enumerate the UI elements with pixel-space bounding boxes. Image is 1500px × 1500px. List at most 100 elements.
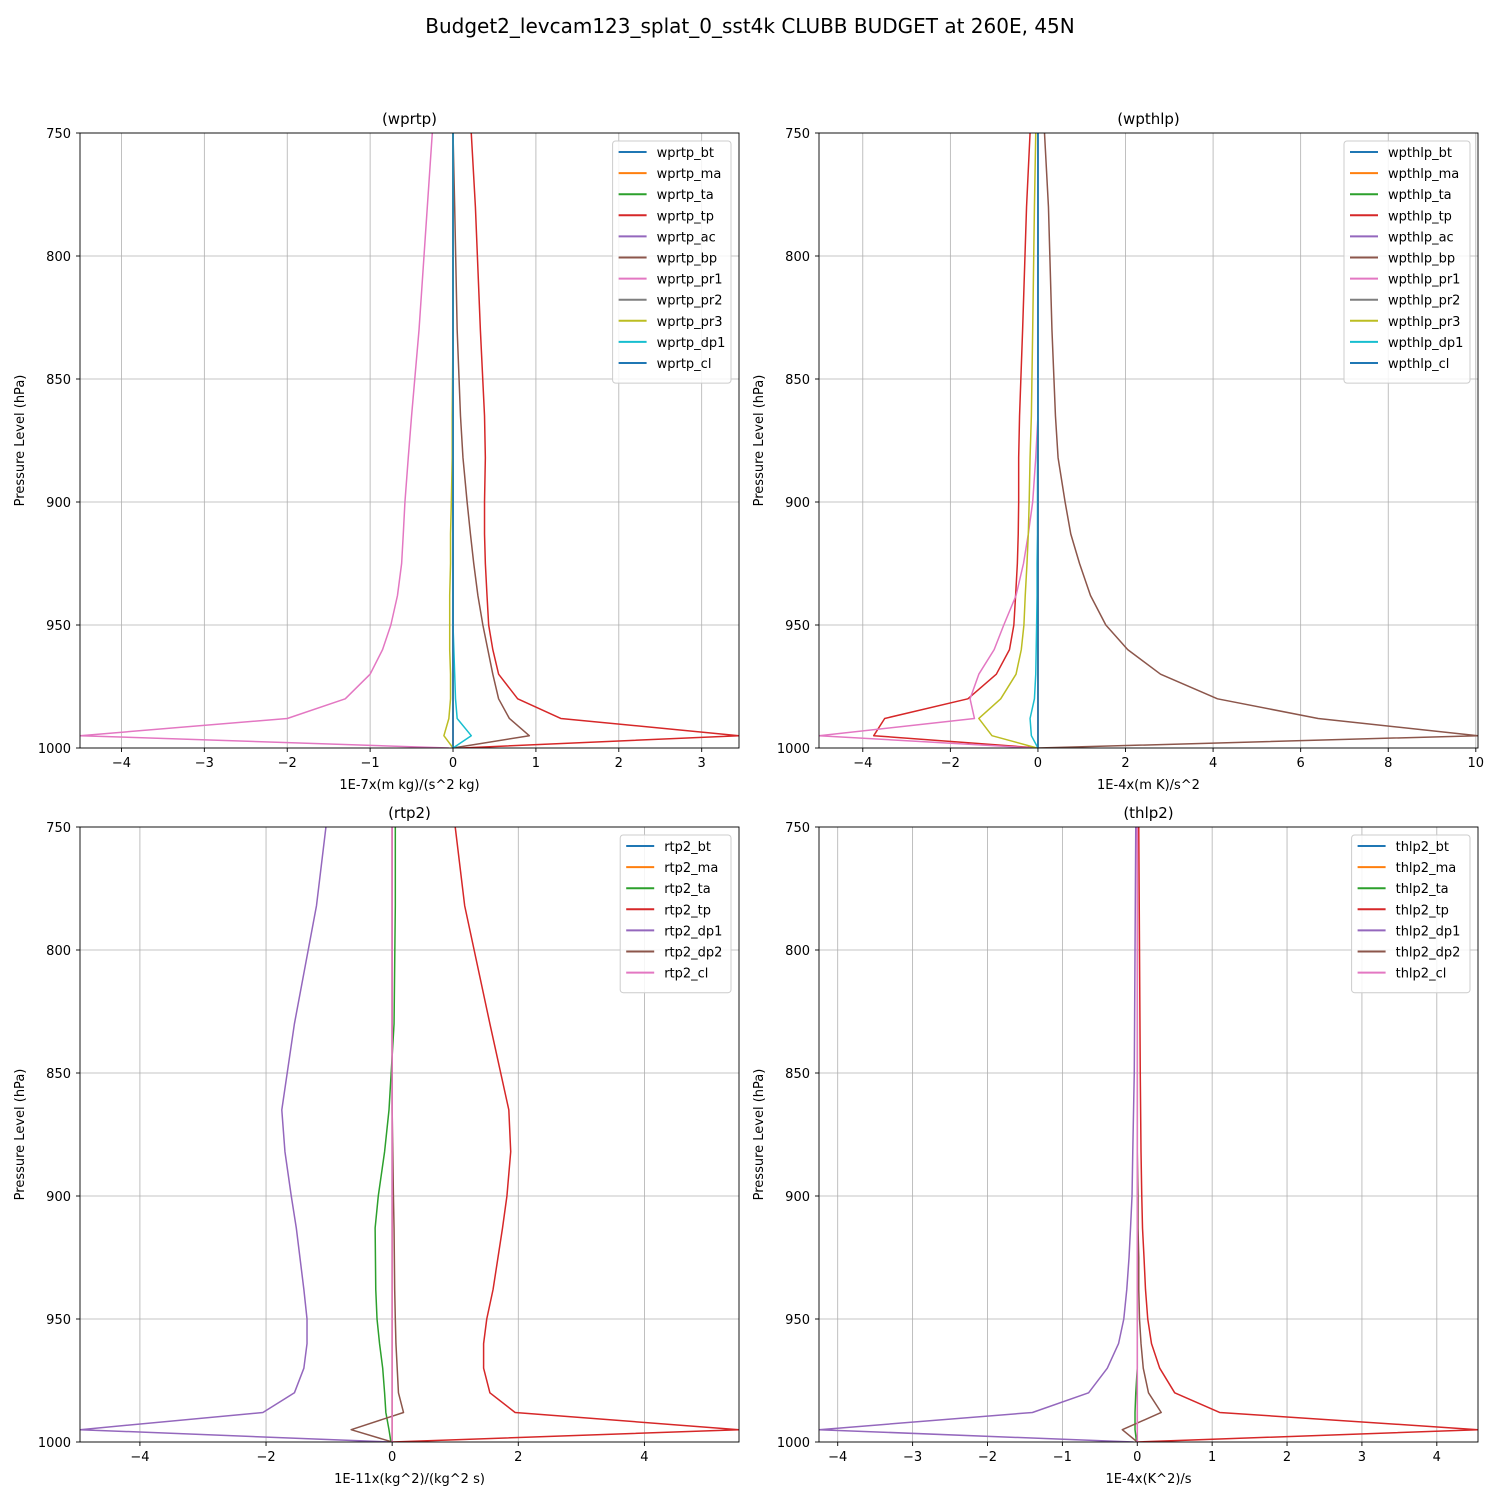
- x-tick-label: −1: [361, 756, 380, 771]
- x-tick-label: 3: [1358, 1450, 1366, 1465]
- x-tick-label: 1: [532, 756, 540, 771]
- y-tick-label: 800: [785, 250, 810, 265]
- x-tick-label: 4: [1433, 1450, 1441, 1465]
- x-tick-label: 8: [1384, 756, 1392, 771]
- subplot-title: (rtp2): [388, 804, 431, 822]
- series-line-wpthlp_pr1: [819, 133, 1039, 748]
- series-line-rtp2_dp1: [80, 827, 391, 1442]
- y-tick-label: 800: [785, 944, 810, 959]
- subplot-title: (wprtp): [382, 110, 437, 128]
- legend-entry-thlp2_dp2: thlp2_dp2: [1396, 946, 1461, 961]
- legend-entry-wprtp_tp: wprtp_tp: [657, 209, 714, 224]
- y-tick-label: 1000: [777, 742, 810, 757]
- legend-box: [619, 834, 732, 994]
- x-tick-label: 6: [1297, 756, 1305, 771]
- legend-entry-wprtp_pr2: wprtp_pr2: [657, 294, 723, 309]
- y-tick-label: 950: [785, 1313, 810, 1328]
- y-axis-label: Pressure Level (hPa): [13, 375, 28, 507]
- subplot-title: (wpthlp): [1117, 110, 1180, 128]
- x-tick-label: 4: [1209, 756, 1217, 771]
- y-tick-label: 850: [46, 373, 71, 388]
- y-tick-label: 750: [46, 821, 71, 836]
- x-tick-label: 4: [640, 1450, 648, 1465]
- x-tick-label: −4: [828, 1450, 847, 1465]
- x-tick-label: 2: [514, 1450, 522, 1465]
- subplot-3: −4 −3 −2 −1 0 1 2 3 4 750 800 850 900 950 1000 (thlp2) 1…: [752, 804, 1479, 1487]
- legend: rtp2_bt rtp2_ma rtp2_ta rtp2_tp rtp2_dp1 rtp2…: [619, 834, 732, 994]
- y-tick-label: 850: [785, 373, 810, 388]
- legend-entry-thlp2_ma: thlp2_ma: [1396, 861, 1457, 876]
- subplot-1: −4 −2 0 2 4 6 8 10 750 800 850 900 950 1000 (wpthlp) 1E…: [752, 110, 1484, 793]
- x-tick-label: 1: [1208, 1450, 1216, 1465]
- legend-entry-thlp2_ta: thlp2_ta: [1396, 882, 1449, 897]
- legend-box: [1351, 834, 1471, 994]
- subplot-title: (thlp2): [1123, 804, 1173, 822]
- legend-entry-wprtp_cl: wprtp_cl: [657, 357, 712, 372]
- legend-entry-wpthlp_bt: wpthlp_bt: [1388, 146, 1452, 161]
- legend-entry-rtp2_dp2: rtp2_dp2: [664, 946, 722, 961]
- series-line-wprtp_tp: [461, 133, 739, 748]
- y-axis-label: Pressure Level (hPa): [752, 375, 767, 507]
- y-tick-label: 900: [46, 496, 71, 511]
- legend-entry-wpthlp_tp: wpthlp_tp: [1388, 209, 1452, 224]
- y-tick-label: 800: [46, 250, 71, 265]
- legend-entry-wprtp_bt: wprtp_bt: [657, 146, 714, 161]
- legend-entry-wprtp_pr3: wprtp_pr3: [657, 315, 723, 330]
- subplot-2: −4 −2 0 2 4 750 800 850 900 950 1000 (rtp2) 1E-11x(k…: [13, 804, 740, 1487]
- y-tick-label: 850: [785, 1067, 810, 1082]
- x-tick-label: −2: [941, 756, 960, 771]
- x-tick-label: 0: [1133, 1450, 1141, 1465]
- y-tick-label: 900: [785, 1190, 810, 1205]
- x-tick-label: 0: [1034, 756, 1042, 771]
- x-tick-label: −3: [903, 1450, 922, 1465]
- x-tick-label: 0: [449, 756, 457, 771]
- y-axis-label: Pressure Level (hPa): [752, 1069, 767, 1201]
- series-line-wpthlp_tp: [872, 133, 1038, 748]
- y-axis-label: Pressure Level (hPa): [13, 1069, 28, 1201]
- legend-entry-wpthlp_ma: wpthlp_ma: [1388, 167, 1459, 182]
- series-line-wprtp_pr3: [443, 133, 454, 748]
- y-tick-label: 950: [46, 619, 71, 634]
- y-tick-label: 850: [46, 1067, 71, 1082]
- legend-entry-wprtp_bp: wprtp_bp: [657, 252, 718, 267]
- x-axis-label: 1E-11x(kg^2)/(kg^2 s): [334, 1472, 485, 1487]
- legend-entry-wpthlp_dp1: wpthlp_dp1: [1388, 336, 1463, 351]
- legend-entry-wprtp_dp1: wprtp_dp1: [657, 336, 726, 351]
- x-tick-label: −2: [978, 1450, 997, 1465]
- legend-entry-rtp2_tp: rtp2_tp: [664, 903, 711, 918]
- figure-suptitle: Budget2_levcam123_splat_0_sst4k CLUBB BU…: [425, 14, 1075, 38]
- x-tick-label: −2: [278, 756, 297, 771]
- legend-entry-thlp2_cl: thlp2_cl: [1396, 967, 1447, 982]
- legend-entry-rtp2_ma: rtp2_ma: [664, 861, 718, 876]
- y-tick-label: 750: [785, 821, 810, 836]
- series-line-wprtp_pr1: [80, 133, 449, 748]
- legend: thlp2_bt thlp2_ma thlp2_ta thlp2_tp thlp2_dp…: [1351, 834, 1471, 994]
- x-tick-label: 3: [698, 756, 706, 771]
- series-line-thlp2_tp: [1137, 827, 1478, 1442]
- series-line-thlp2_dp1: [819, 827, 1137, 1442]
- y-tick-label: 950: [785, 619, 810, 634]
- legend-entry-wprtp_ac: wprtp_ac: [657, 230, 716, 245]
- series-line-wpthlp_pr3: [978, 133, 1038, 748]
- x-axis-label: 1E-4x(m K)/s^2: [1097, 778, 1200, 793]
- legend-entry-wpthlp_cl: wpthlp_cl: [1388, 357, 1449, 372]
- legend-entry-thlp2_bt: thlp2_bt: [1396, 840, 1449, 855]
- legend-entry-wpthlp_pr2: wpthlp_pr2: [1388, 294, 1460, 309]
- x-axis-label: 1E-4x(K^2)/s: [1105, 1472, 1191, 1487]
- x-tick-label: 0: [388, 1450, 396, 1465]
- axes-frame: [818, 132, 1479, 749]
- y-tick-label: 750: [46, 127, 71, 142]
- x-tick-label: −4: [853, 756, 872, 771]
- y-tick-label: 1000: [777, 1436, 810, 1451]
- legend-entry-wprtp_ta: wprtp_ta: [657, 188, 714, 203]
- x-tick-label: −4: [130, 1450, 149, 1465]
- legend-entry-thlp2_tp: thlp2_tp: [1396, 903, 1449, 918]
- x-tick-label: 2: [1121, 756, 1129, 771]
- x-tick-label: 2: [615, 756, 623, 771]
- legend-entry-wprtp_ma: wprtp_ma: [657, 167, 722, 182]
- legend-entry-thlp2_dp1: thlp2_dp1: [1396, 924, 1461, 939]
- axes-frame: [79, 132, 740, 749]
- legend-entry-wpthlp_ta: wpthlp_ta: [1388, 188, 1452, 203]
- y-tick-label: 800: [46, 944, 71, 959]
